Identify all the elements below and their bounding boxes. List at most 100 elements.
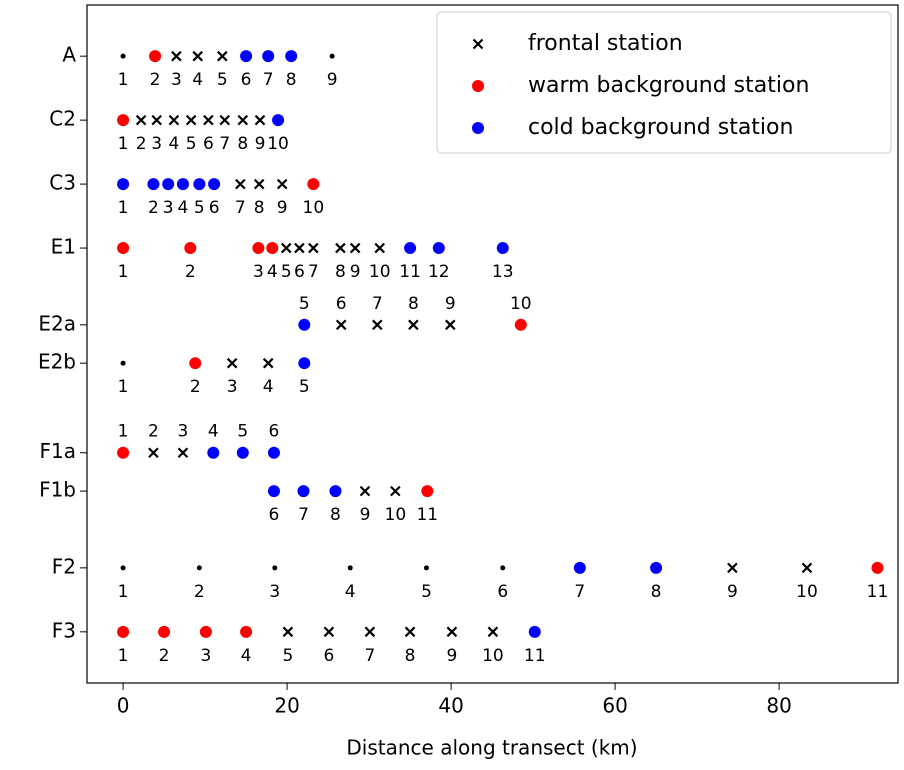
point-label: 6: [241, 70, 252, 90]
y-tick-label: C3: [49, 171, 76, 195]
legend-label: warm background station: [528, 73, 809, 98]
marker-x: [148, 447, 159, 459]
point-label: 10: [482, 646, 504, 666]
marker-circle: [149, 50, 162, 63]
y-tick-label: F1b: [39, 478, 76, 502]
x-tick-label: 80: [766, 694, 791, 718]
marker-circle: [472, 80, 484, 92]
point-label: 1: [118, 198, 129, 218]
marker-x: [390, 485, 401, 497]
legend-frame: [436, 11, 892, 154]
plot-frame: [86, 4, 899, 684]
x-tick-label: 60: [602, 694, 627, 718]
marker-dot: [329, 53, 335, 59]
y-tick-label: E1: [51, 235, 76, 259]
marker-circle: [272, 114, 285, 127]
marker-circle: [298, 357, 311, 370]
point-label: 6: [209, 198, 220, 218]
marker-circle: [236, 446, 249, 459]
marker-x: [404, 626, 416, 638]
marker-circle: [472, 122, 484, 134]
marker-circle: [117, 242, 130, 255]
marker-stroke: [226, 357, 238, 369]
y-tick-label: F1a: [40, 439, 76, 463]
marker-stroke: [487, 626, 499, 638]
marker-stroke: [168, 114, 180, 126]
marker-x: [262, 357, 274, 369]
point-label: 2: [136, 134, 147, 154]
point-label: 9: [327, 70, 338, 90]
point-label: 1: [118, 134, 129, 154]
point-label: 3: [178, 422, 189, 442]
legend-label: cold background station: [528, 115, 793, 140]
point-label: 4: [345, 582, 356, 602]
point-label: 3: [269, 582, 280, 602]
point-label: 1: [118, 70, 129, 90]
marker-circle: [252, 242, 265, 255]
point-label: 7: [298, 505, 309, 525]
marker-x: [446, 626, 458, 638]
marker-circle: [117, 625, 130, 638]
marker-stroke: [185, 114, 197, 126]
point-label: 7: [308, 262, 319, 282]
point-label: 8: [405, 646, 416, 666]
point-label: 6: [323, 646, 334, 666]
point-label: 5: [281, 262, 292, 282]
marker-x: [168, 114, 180, 126]
marker-x: [472, 38, 484, 50]
point-label: 4: [192, 70, 203, 90]
point-label: 5: [421, 582, 432, 602]
point-label: 2: [190, 377, 201, 397]
point-label: 1: [118, 582, 129, 602]
marker-x: [276, 178, 288, 190]
marker-dot: [120, 360, 126, 366]
point-label: 10: [303, 198, 325, 218]
marker-x: [364, 626, 376, 638]
marker-x: [192, 50, 203, 62]
point-label: 10: [369, 262, 391, 282]
marker-stroke: [235, 178, 246, 190]
marker-stroke: [364, 626, 376, 638]
point-label: 3: [171, 70, 182, 90]
x-tick-label: 40: [438, 694, 463, 718]
marker-stroke: [308, 242, 319, 254]
marker-stroke: [135, 114, 147, 126]
point-label: 8: [335, 262, 346, 282]
marker-circle: [262, 50, 275, 63]
marker-circle: [329, 485, 342, 498]
y-tick-label: F2: [52, 554, 76, 578]
point-label: 9: [360, 505, 371, 525]
marker-stroke: [472, 38, 484, 50]
point-label: 5: [299, 294, 310, 314]
marker-x: [253, 178, 265, 190]
point-label: 1: [118, 262, 129, 282]
marker-circle: [189, 357, 202, 370]
marker-circle: [528, 625, 541, 638]
point-label: 2: [148, 198, 159, 218]
marker-x: [444, 319, 456, 331]
point-label: 8: [330, 505, 341, 525]
point-label: 1: [118, 377, 129, 397]
marker-circle: [208, 178, 221, 191]
marker-stroke: [148, 447, 159, 459]
marker-x: [487, 626, 499, 638]
legend-label: frontal station: [528, 31, 683, 56]
marker-stroke: [151, 114, 162, 126]
marker-x: [335, 319, 347, 331]
point-label: 4: [208, 422, 219, 442]
point-label: 4: [241, 646, 252, 666]
marker-x: [335, 242, 346, 254]
point-label: 7: [364, 646, 375, 666]
marker-circle: [573, 561, 586, 574]
marker-stroke: [335, 242, 346, 254]
point-label: 8: [408, 294, 419, 314]
point-label: 5: [282, 646, 293, 666]
point-label: 10: [267, 134, 289, 154]
marker-circle: [432, 242, 445, 255]
marker-circle: [193, 178, 206, 191]
marker-circle: [240, 625, 253, 638]
y-tick-label: A: [62, 43, 76, 67]
point-label: 2: [194, 582, 205, 602]
point-label: 6: [336, 294, 347, 314]
marker-circle: [267, 446, 280, 459]
